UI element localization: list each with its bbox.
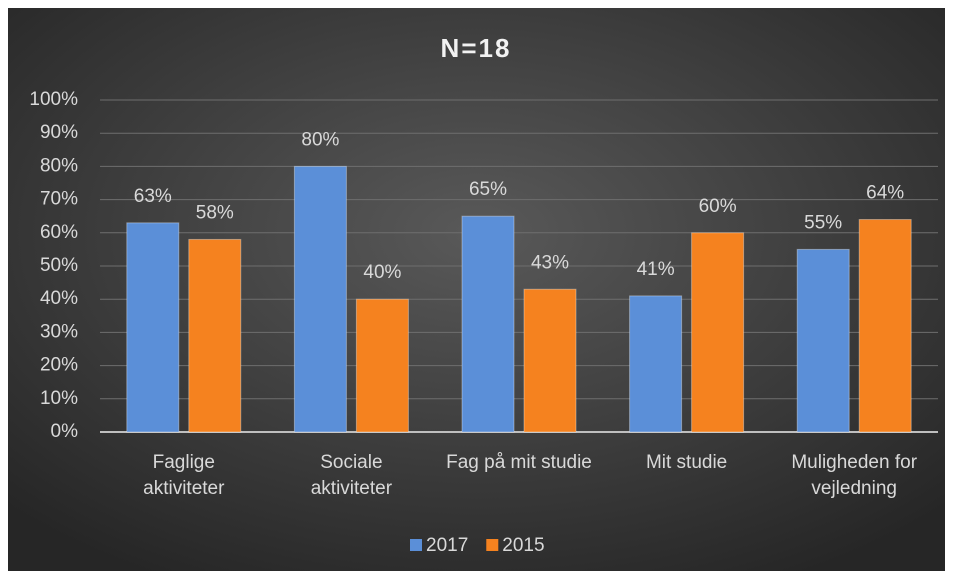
y-tick-label: 60%: [40, 222, 78, 243]
y-tick-label: 10%: [40, 388, 78, 409]
bar: [796, 248, 850, 433]
data-label: 41%: [637, 259, 675, 280]
data-label: 63%: [134, 186, 172, 207]
data-label: 55%: [804, 212, 842, 233]
chart-title: N=18: [441, 33, 512, 63]
y-tick-label: 90%: [40, 122, 78, 143]
bar: [691, 232, 745, 433]
y-tick-label: 70%: [40, 189, 78, 210]
bar: [126, 222, 180, 433]
data-label: 80%: [301, 129, 339, 150]
y-tick-label: 30%: [40, 321, 78, 342]
data-label: 43%: [531, 252, 569, 273]
x-tick-label: Fag på mit studie: [446, 452, 592, 473]
data-label: 64%: [866, 183, 904, 204]
bar: [629, 295, 683, 433]
data-label: 65%: [469, 179, 507, 200]
y-tick-label: 80%: [40, 155, 78, 176]
bar: [461, 215, 515, 433]
y-tick-label: 40%: [40, 288, 78, 309]
bar: [355, 298, 409, 433]
data-label: 58%: [196, 202, 234, 223]
bar: [523, 288, 577, 433]
y-tick-label: 20%: [40, 355, 78, 376]
legend-swatch: [486, 539, 499, 551]
bar: [188, 238, 242, 433]
bar: [293, 165, 347, 433]
data-label: 40%: [363, 262, 401, 283]
y-tick-label: 50%: [40, 255, 78, 276]
x-tick-label: Muligheden for vejledning: [791, 452, 918, 499]
y-tick-label: 0%: [51, 421, 79, 442]
y-tick-label: 100%: [29, 89, 78, 110]
legend-swatch: [410, 539, 422, 551]
legend-label: 2017: [426, 535, 468, 556]
x-tick-label: Mit studie: [645, 452, 728, 473]
x-tick-label: Sociale aktiviteter: [310, 452, 393, 499]
x-tick-label: Faglige aktiviteter: [143, 452, 225, 499]
bar: [858, 219, 912, 433]
data-label: 60%: [699, 196, 737, 217]
legend-label: 2015: [502, 535, 544, 556]
